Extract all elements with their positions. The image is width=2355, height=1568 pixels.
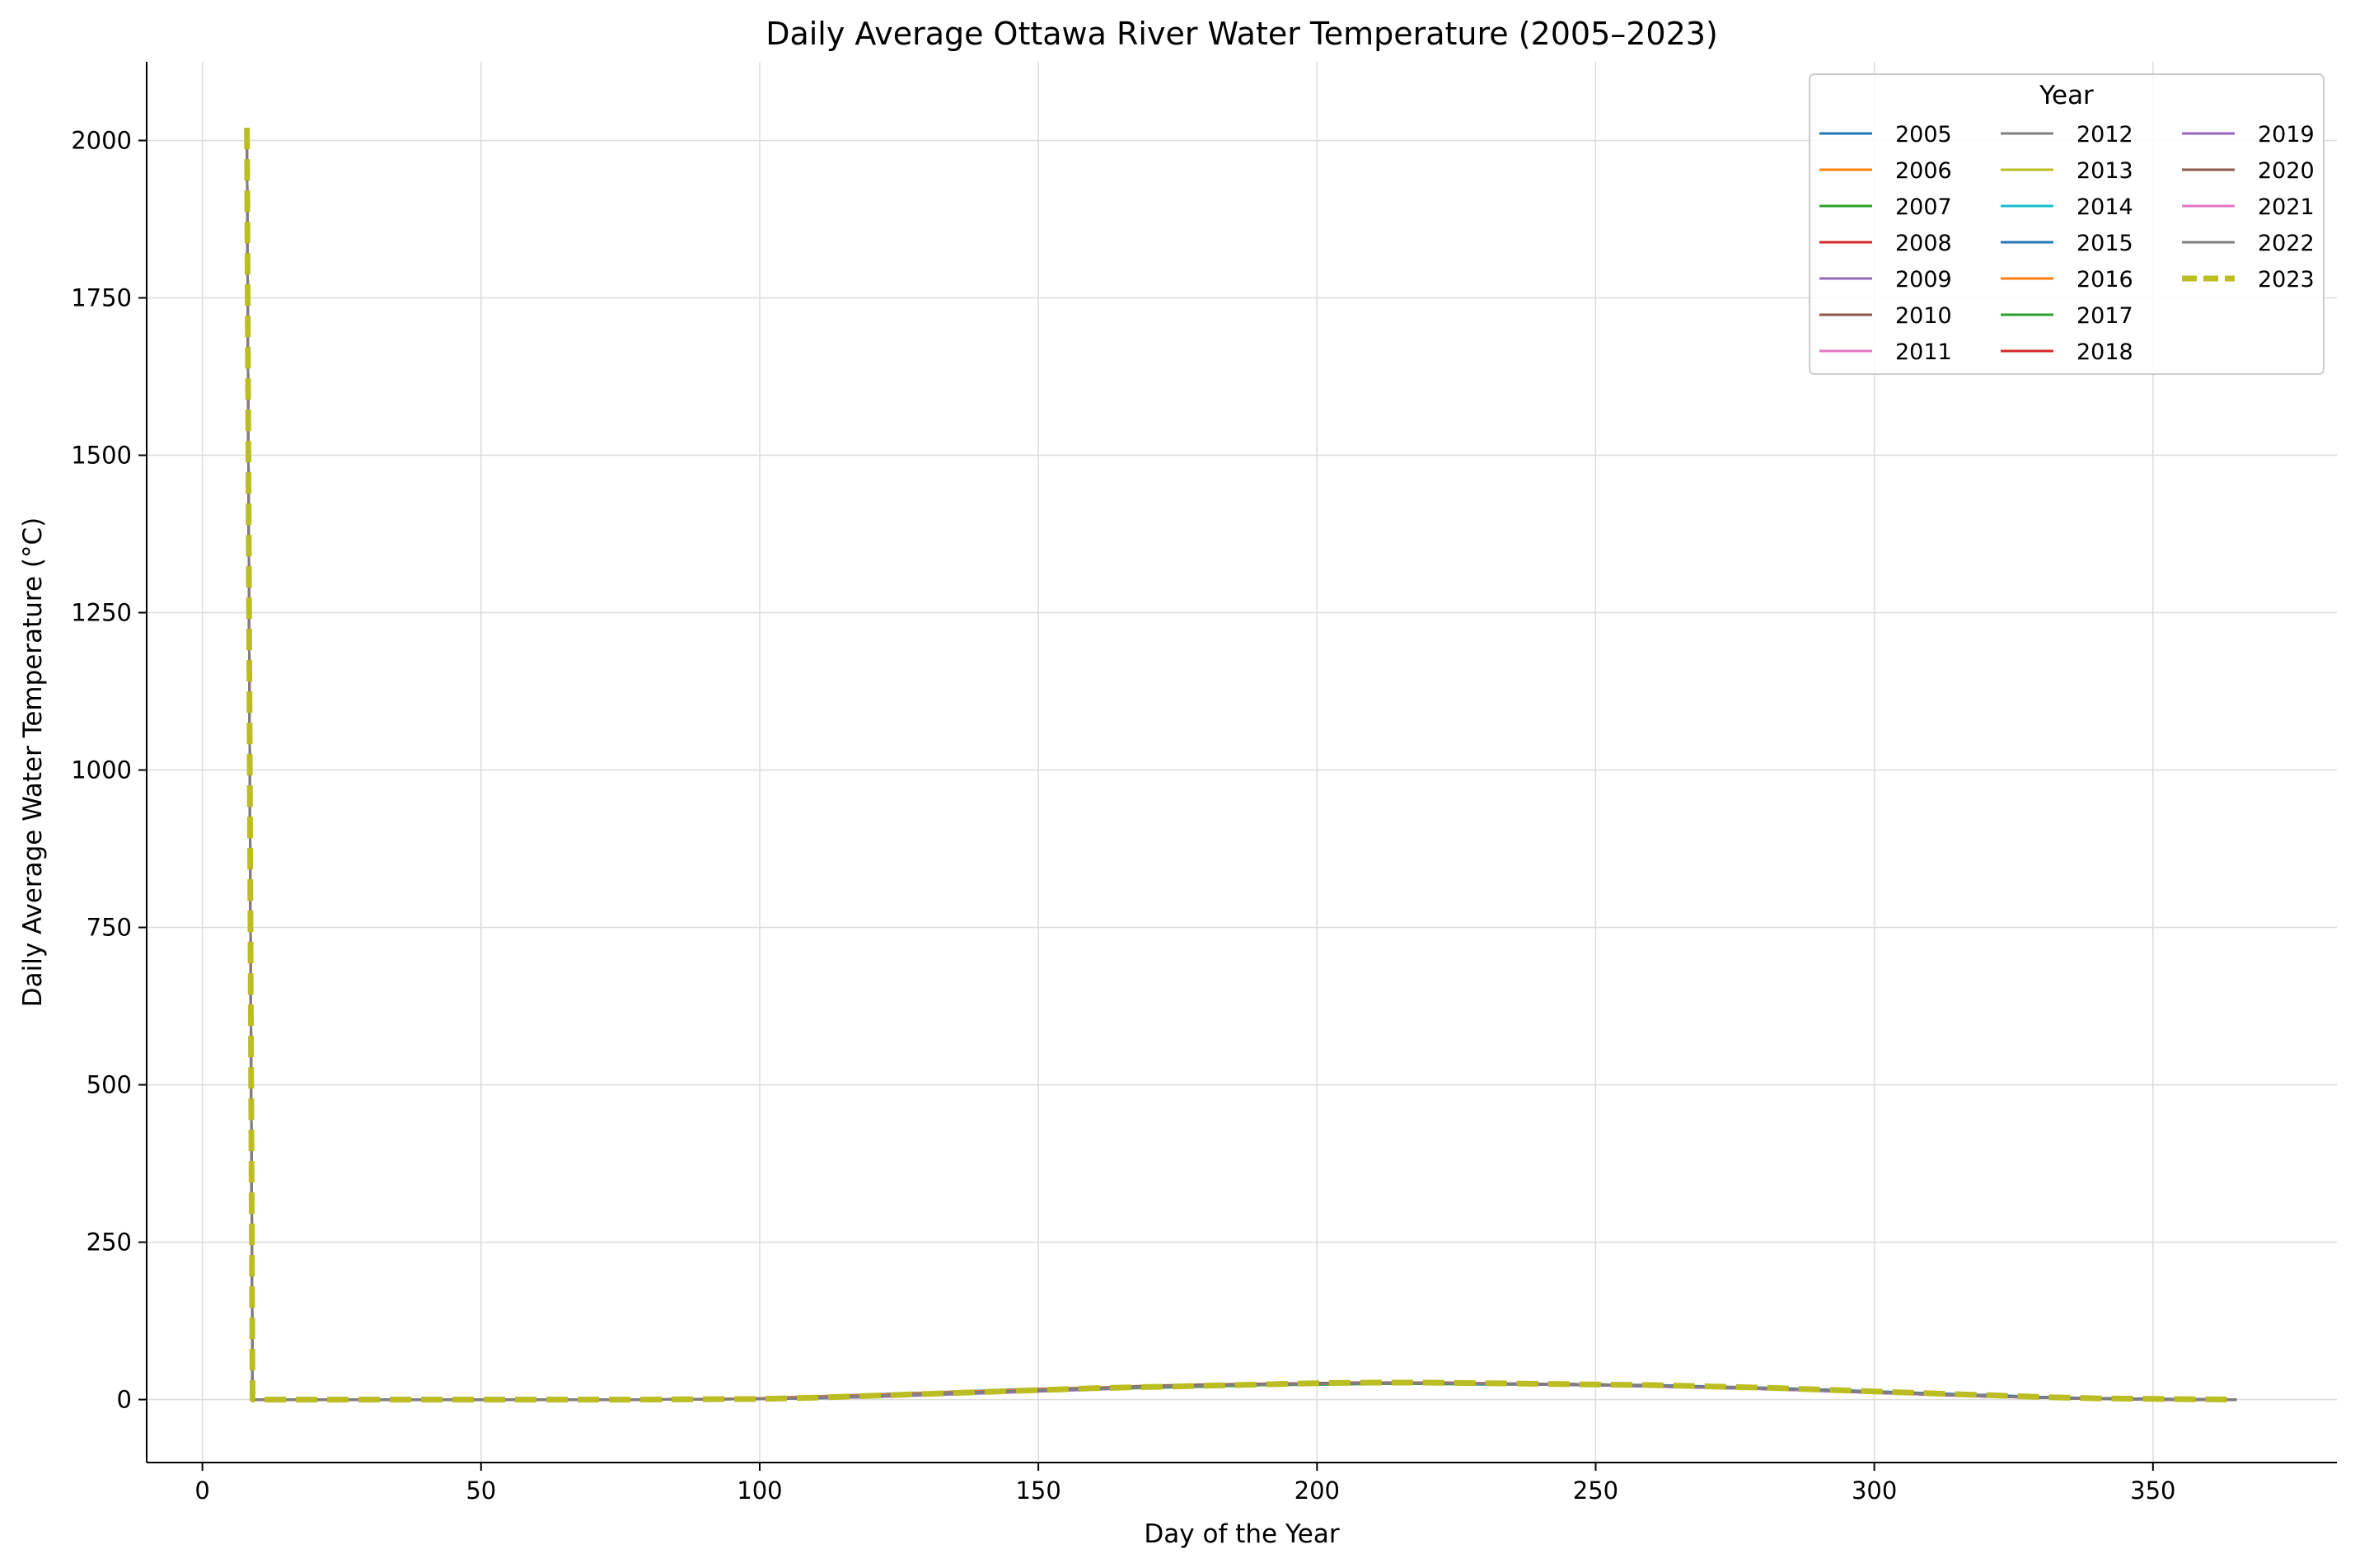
legend-label: 2011 (1895, 339, 1952, 365)
y-tick-label: 750 (87, 914, 132, 942)
legend-entry: 2006 (1819, 158, 1952, 184)
legend-label: 2012 (2076, 122, 2133, 147)
legend-label: 2016 (2076, 267, 2133, 293)
y-tick-label: 1500 (71, 442, 132, 470)
legend-entry: 2023 (2182, 267, 2315, 293)
legend-label: 2022 (2258, 231, 2315, 256)
legend-label: 2005 (1895, 122, 1952, 147)
legend-label: 2018 (2076, 339, 2133, 365)
legend-entry: 2020 (2182, 158, 2315, 184)
legend-label: 2023 (2258, 267, 2315, 293)
legend-box (1809, 73, 2325, 375)
y-tick-label: 1250 (71, 599, 132, 627)
legend-label: 2017 (2076, 303, 2133, 329)
legend-label: 2006 (1895, 158, 1952, 184)
ticks-layer: 0 50 100 150 200 250 300 350 0 250 500 750 1000 1250 1… (71, 127, 2175, 1505)
x-axis-title: Day of the Year (1144, 1519, 1339, 1549)
y-axis-title: Daily Average Water Temperature (°C) (18, 517, 48, 1008)
legend-entry: 2012 (2001, 122, 2133, 147)
legend-entry: 2015 (2001, 231, 2133, 256)
legend-entries: 2005 2006 2007 2008 2009 2010 2011 2012 2013 2014… (1819, 122, 2315, 365)
legend-entry: 2011 (1819, 339, 1952, 365)
grid-layer (147, 62, 2337, 1463)
x-tick-label: 250 (1573, 1477, 1618, 1505)
legend-label: 2019 (2258, 122, 2315, 147)
legend-entry: 2021 (2182, 194, 2315, 220)
x-tick-label: 100 (737, 1477, 782, 1505)
legend-label: 2013 (2076, 158, 2133, 184)
legend-entry: 2016 (2001, 267, 2133, 293)
legend-entry: 2009 (1819, 267, 1952, 293)
chart-title: Daily Average Ottawa River Water Tempera… (765, 16, 1718, 52)
legend-label: 2007 (1895, 194, 1952, 220)
legend: Year 2005 2006 2007 2008 2009 2010 2011 2012 201… (1809, 73, 2325, 375)
legend-label: 2020 (2258, 158, 2315, 184)
legend-entry: 2018 (2001, 339, 2133, 365)
legend-label: 2015 (2076, 231, 2133, 256)
y-tick-label: 0 (117, 1386, 132, 1414)
legend-entry: 2022 (2182, 231, 2315, 256)
x-tick-label: 0 (194, 1477, 209, 1505)
y-tick-label: 500 (87, 1071, 132, 1099)
x-tick-label: 300 (1852, 1477, 1897, 1505)
series-line-2023 (244, 128, 2237, 1403)
legend-entry: 2017 (2001, 303, 2133, 329)
legend-label: 2021 (2258, 194, 2315, 220)
x-tick-label: 350 (2130, 1477, 2175, 1505)
legend-label: 2009 (1895, 267, 1952, 293)
y-tick-label: 1000 (71, 756, 132, 784)
legend-entry: 2008 (1819, 231, 1952, 256)
x-tick-label: 150 (1015, 1477, 1060, 1505)
legend-label: 2008 (1895, 231, 1952, 256)
legend-entry: 2013 (2001, 158, 2133, 184)
legend-title: Year (2039, 81, 2094, 110)
x-tick-label: 50 (466, 1477, 496, 1505)
x-tick-label: 200 (1295, 1477, 1340, 1505)
axes-layer (146, 62, 2337, 1463)
legend-entry: 2007 (1819, 194, 1952, 220)
legend-entry: 2019 (2182, 122, 2315, 147)
legend-label: 2014 (2076, 194, 2133, 220)
series-layer (244, 128, 2237, 1403)
legend-entry: 2010 (1819, 303, 1952, 329)
legend-entry: 2005 (1819, 122, 1952, 147)
y-tick-label: 250 (87, 1229, 132, 1257)
legend-entry: 2014 (2001, 194, 2133, 220)
y-tick-label: 1750 (71, 284, 132, 312)
legend-label: 2010 (1895, 303, 1952, 329)
y-tick-label: 2000 (71, 127, 132, 155)
